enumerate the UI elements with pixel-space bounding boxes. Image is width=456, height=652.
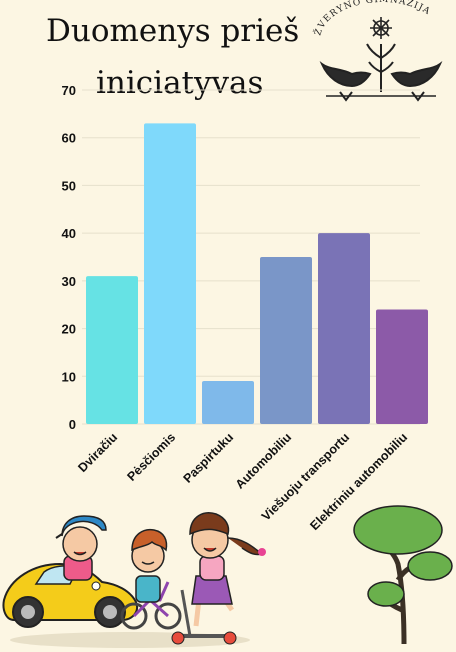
y-tick-label: 20 [62, 322, 76, 337]
y-tick-label: 50 [62, 178, 76, 193]
y-tick-label: 30 [62, 274, 76, 289]
bar [86, 276, 138, 424]
bar [260, 257, 312, 424]
y-tick-label: 60 [62, 131, 76, 146]
bar [202, 381, 254, 424]
chart-title-line1: Duomenys prieš [46, 13, 300, 49]
y-tick-label: 40 [62, 226, 76, 241]
x-category-label: Paspirtuku [181, 430, 237, 486]
bar [318, 233, 370, 424]
bar [144, 123, 196, 425]
y-tick-label: 10 [62, 369, 76, 384]
y-tick-label: 70 [62, 83, 76, 98]
y-tick-label: 0 [69, 417, 76, 432]
bar [376, 309, 428, 424]
x-category-label: Pėsčiomis [124, 430, 178, 484]
x-category-label: Elektriniu automobiliu [307, 430, 410, 533]
chart-title-line2: iniciatyvas [96, 65, 264, 101]
x-category-label: Dviračiu [75, 430, 120, 475]
x-category-label: Automobiliu [233, 430, 294, 491]
